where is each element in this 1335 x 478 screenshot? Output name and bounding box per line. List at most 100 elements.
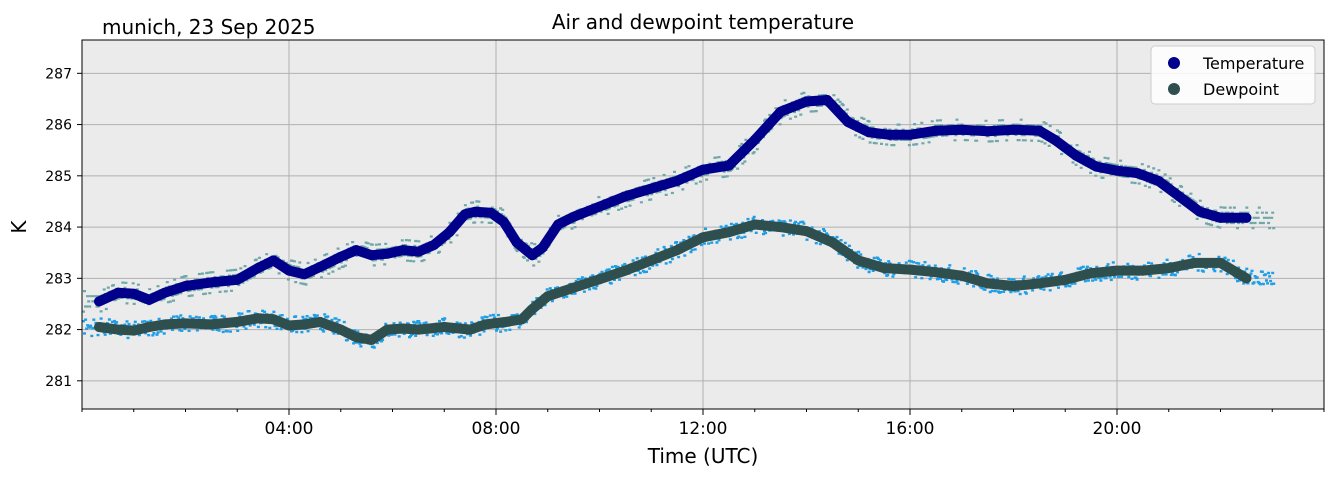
temperature-point [144, 294, 155, 305]
y-tick-label: 284 [45, 220, 72, 236]
dewpoint-point [956, 270, 967, 281]
temperature-point [905, 129, 915, 140]
y-tick-label: 282 [45, 323, 72, 339]
temperature-point [459, 209, 470, 220]
dewpoint-point [232, 316, 243, 327]
temperature-point [1215, 212, 1226, 223]
temperature-point [1132, 168, 1143, 179]
x-tick-label: 04:00 [265, 419, 314, 439]
dewpoint-point [382, 324, 393, 335]
temperature-point [397, 245, 408, 256]
temperature-point [1034, 125, 1045, 136]
temperature-point [159, 287, 170, 298]
dewpoint-point [144, 322, 155, 332]
dewpoint-point [827, 237, 838, 248]
dewpoint-point [594, 274, 605, 285]
dewpoint-point [527, 304, 538, 315]
temperature-point [299, 269, 310, 280]
temperature-point [1194, 206, 1205, 217]
temperature-point [511, 237, 522, 248]
dewpoint-point [465, 324, 476, 335]
dewpoint-point [1189, 257, 1200, 268]
temperature-point [315, 262, 326, 273]
temperature-point [842, 117, 853, 127]
chart-subtitle: munich, 23 Sep 2025 [102, 15, 316, 39]
dewpoint-point [299, 319, 310, 330]
temperature-point [1008, 124, 1019, 135]
dewpoint-point [1241, 273, 1252, 284]
temperature-point [884, 129, 895, 140]
dewpoint-point [749, 219, 760, 230]
temperature-point [527, 250, 538, 261]
temperature-point [801, 96, 812, 107]
temperature-point [646, 183, 657, 194]
dewpoint-point [905, 264, 915, 275]
temperature-point [775, 106, 786, 117]
y-tick-label: 286 [45, 118, 72, 134]
dewpoint-point [397, 323, 408, 334]
dewpoint-point [268, 314, 279, 325]
dewpoint-point [573, 281, 584, 291]
temperature-point [553, 219, 564, 230]
temperature-point [180, 281, 191, 291]
dewpoint-point [94, 322, 105, 332]
legend-label-temperature: Temperature [1202, 54, 1304, 73]
dewpoint-point [315, 316, 326, 327]
y-tick-label: 283 [45, 271, 72, 287]
grid [82, 40, 1324, 409]
y-axis-label: K [7, 220, 31, 234]
temperature-point [620, 191, 631, 202]
dewpoint-point [1008, 281, 1019, 291]
temperature-point [128, 288, 139, 299]
dewpoint-point [480, 319, 491, 330]
temperature-point [956, 124, 967, 135]
temperature-point [930, 125, 941, 136]
y-tick-label: 287 [45, 66, 72, 82]
x-tick-label: 12:00 [679, 419, 728, 439]
temperature-point [351, 245, 362, 256]
legend-marker-dewpoint [1168, 83, 1180, 95]
dewpoint-point [128, 325, 139, 336]
temperature-point [428, 240, 439, 250]
dewpoint-point [413, 324, 424, 335]
dewpoint-point [516, 314, 527, 325]
temperature-point [94, 296, 105, 307]
temperature-point [232, 274, 243, 285]
temperature-point [252, 263, 263, 274]
dewpoint-point [982, 278, 993, 289]
axis-ticks: 281 282 283 284 285 286 287 04:00 08:00 12:00 16:0… [45, 66, 1325, 439]
temperature-point [470, 206, 481, 217]
dewpoint-point [1137, 265, 1148, 276]
temperature-point [485, 207, 496, 218]
dewpoint-point [672, 245, 683, 256]
legend-label-dewpoint: Dewpoint [1203, 80, 1279, 99]
temperature-point [594, 201, 605, 212]
temperature-point [672, 175, 683, 186]
dewpoint-point [1112, 265, 1122, 276]
temperature-point [1241, 212, 1252, 223]
dewpoint-point [113, 324, 124, 335]
dewpoint-point [698, 232, 708, 243]
dewpoint-point [558, 286, 569, 297]
dewpoint-point [180, 318, 191, 329]
temperature-point [335, 251, 346, 262]
dewpoint-point [1086, 268, 1097, 279]
dewpoint-point [335, 324, 346, 335]
dewpoint-point [853, 255, 864, 266]
dewpoint-point [252, 313, 263, 324]
dewpoint-point [930, 267, 941, 278]
dewpoint-point [159, 319, 170, 330]
temperature-point [1091, 161, 1102, 172]
dewpoint-point [879, 263, 890, 274]
temperature-point [413, 246, 424, 257]
legend: Temperature Dewpoint [1150, 45, 1316, 105]
dewpoint-point [1215, 257, 1226, 268]
dewpoint-point [206, 319, 217, 330]
temperature-point [444, 227, 455, 238]
legend-marker-temperature [1168, 57, 1180, 69]
dewpoint-point [542, 291, 553, 302]
legend-box [1150, 45, 1316, 105]
dewpoint-point [351, 332, 362, 343]
dewpoint-point [1034, 278, 1045, 289]
